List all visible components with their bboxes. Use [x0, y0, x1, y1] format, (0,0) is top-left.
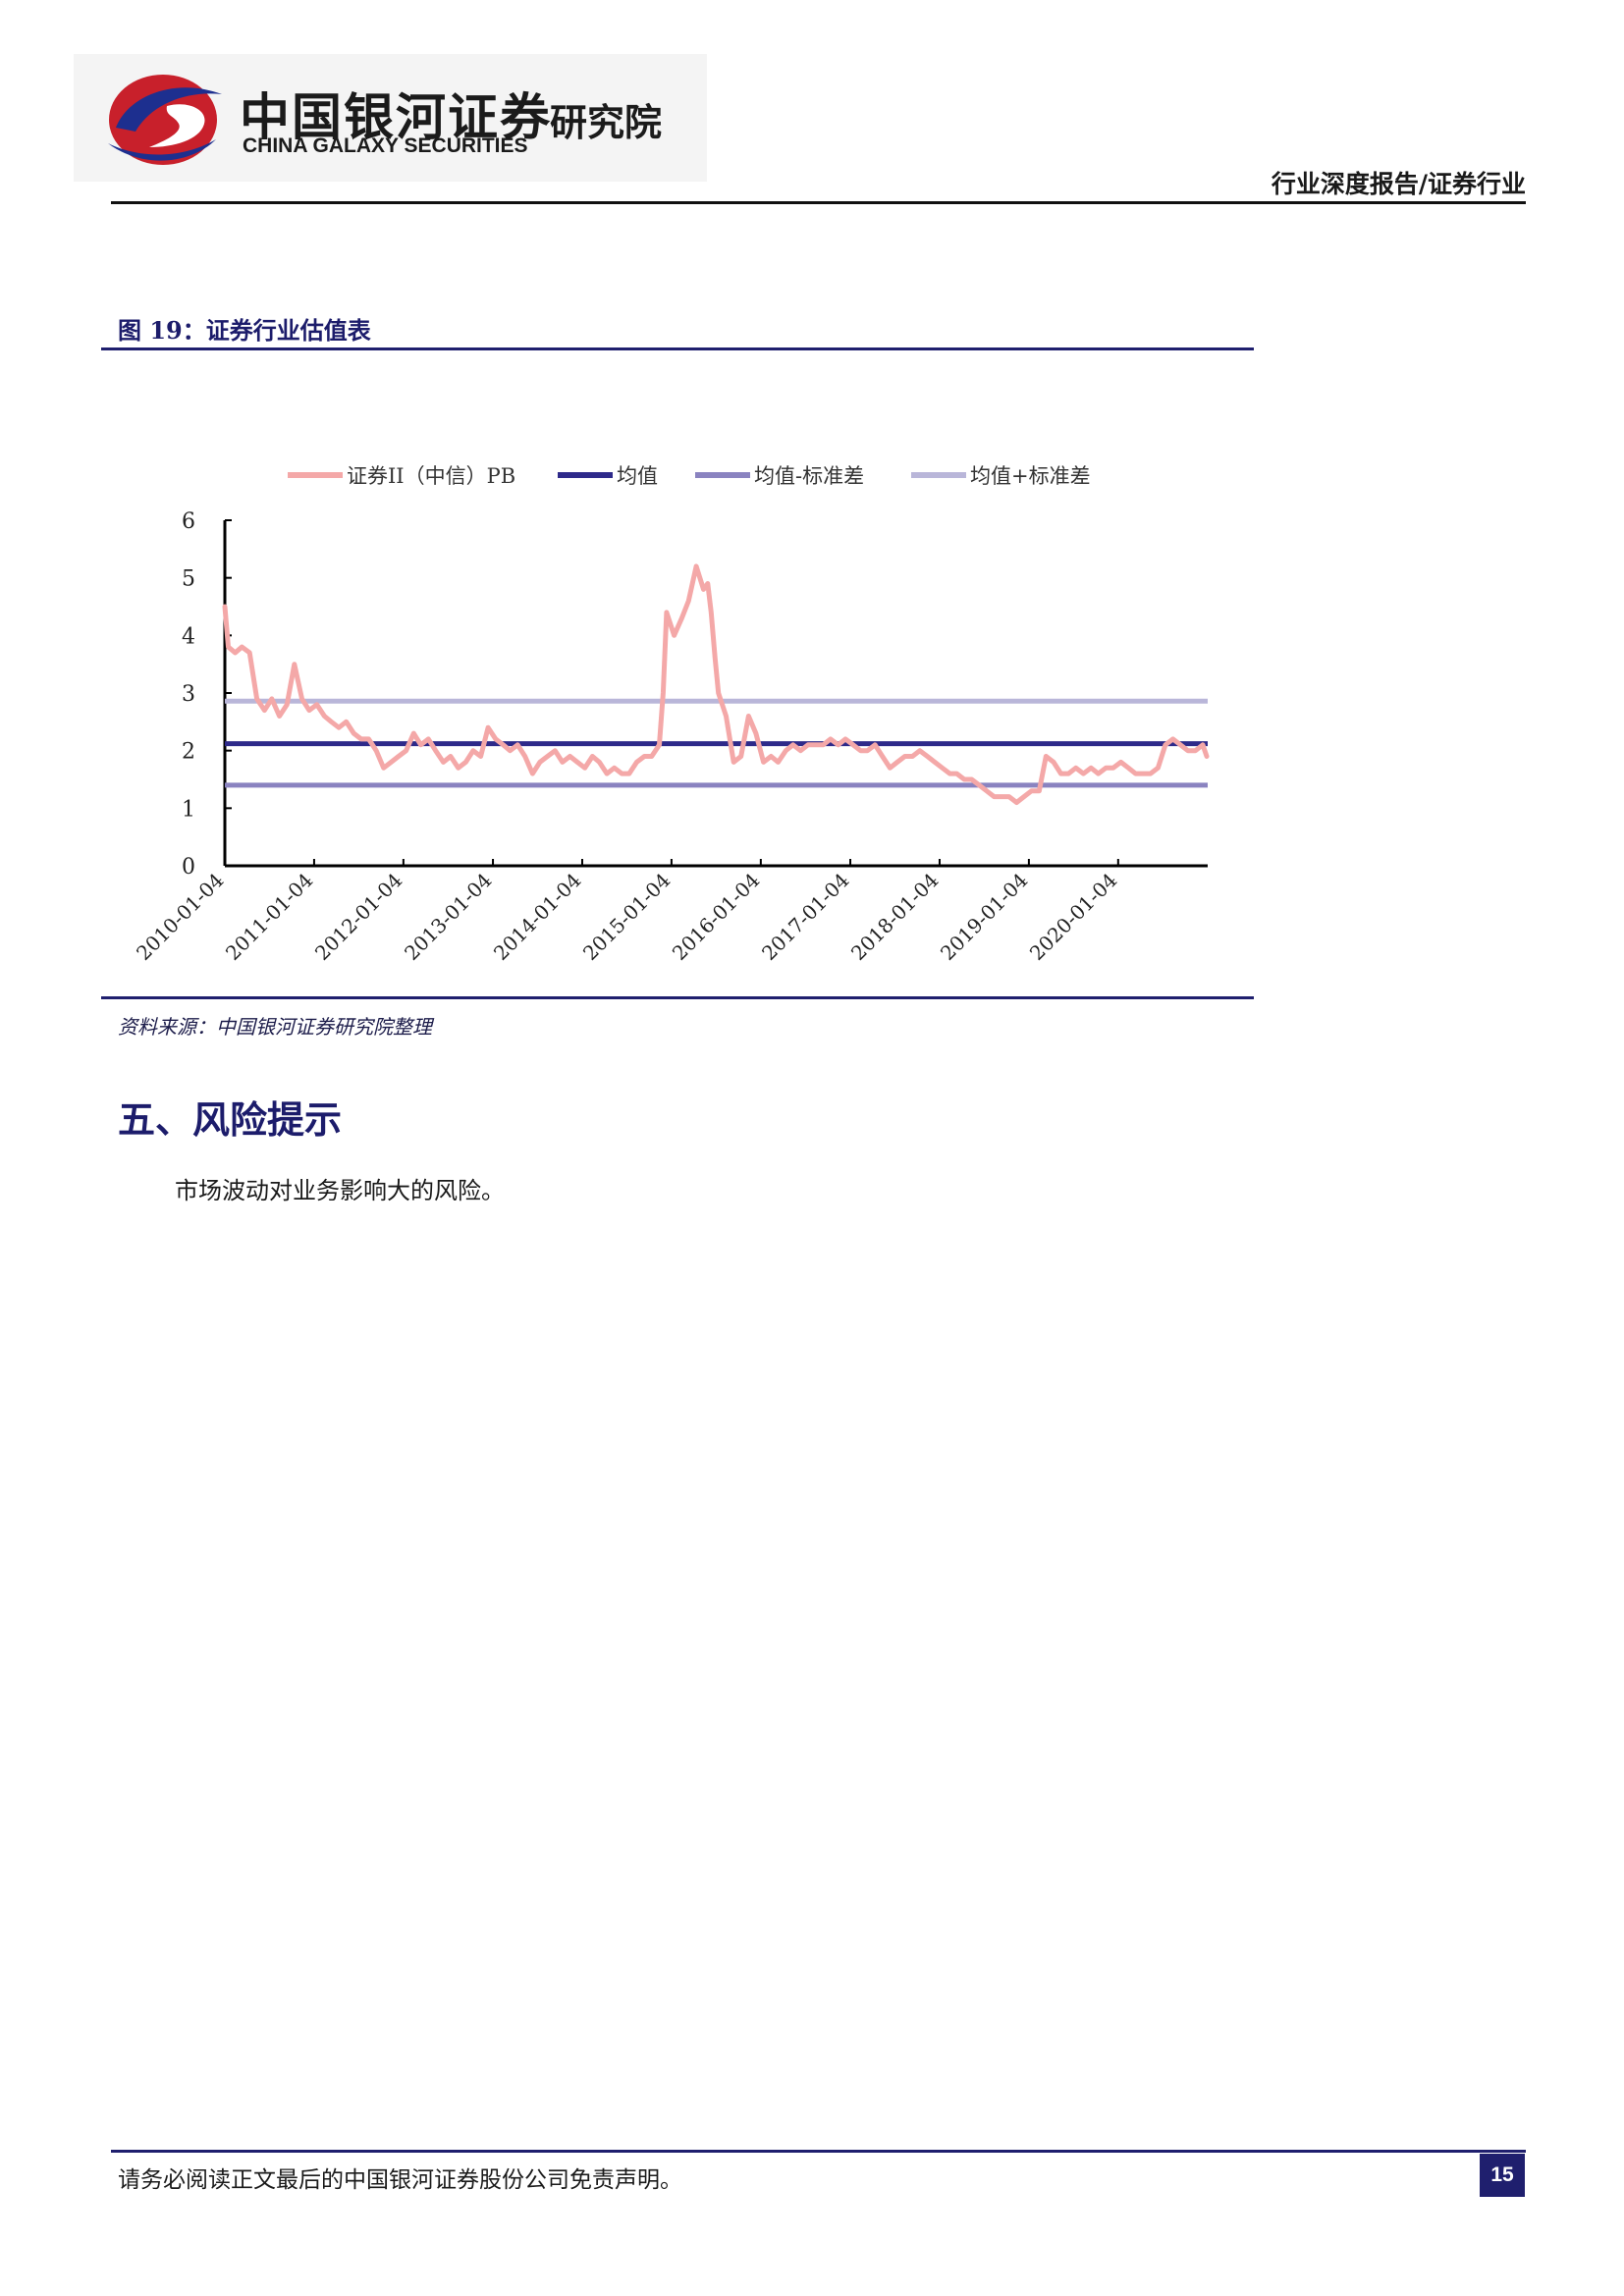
footer-divider — [111, 2150, 1526, 2153]
legend-label: 证券II（中信）PB — [347, 464, 515, 488]
x-tick-label: 2017-01-04 — [757, 869, 854, 966]
x-tick-label: 2013-01-04 — [400, 869, 497, 966]
y-tick-label: 1 — [182, 797, 195, 822]
y-tick-label: 0 — [182, 855, 195, 880]
y-axis: 0 1 2 3 4 5 6 — [182, 509, 232, 880]
x-tick-label: 2018-01-04 — [846, 869, 944, 966]
y-tick-label: 5 — [182, 567, 195, 592]
figure-top-rule — [101, 347, 1254, 350]
x-tick-label: 2016-01-04 — [668, 869, 765, 966]
x-tick-label: 2010-01-04 — [132, 869, 229, 966]
footer-disclaimer: 请务必阅读正文最后的中国银河证券股份公司免责声明。 — [118, 2161, 682, 2194]
x-axis: 2010-01-042011-01-042012-01-042013-01-04… — [132, 859, 1208, 965]
legend-label: 均值 — [617, 464, 658, 488]
header-divider — [111, 201, 1526, 204]
figure-source: 资料来源：中国银河证券研究院整理 — [118, 1011, 432, 1040]
y-tick-label: 6 — [182, 509, 195, 534]
x-tick-label: 2011-01-04 — [221, 869, 318, 966]
y-tick-label: 4 — [182, 624, 195, 649]
x-tick-label: 2012-01-04 — [310, 869, 407, 966]
x-tick-label: 2019-01-04 — [936, 869, 1033, 966]
galaxy-logo-icon — [106, 67, 226, 169]
pb-series-line — [225, 566, 1207, 803]
figure-bottom-rule — [101, 996, 1254, 999]
report-type: 行业深度报告/证券行业 — [1272, 165, 1526, 200]
figure-title: 图 19：证券行业估值表 — [118, 311, 371, 346]
page-number: 15 — [1480, 2154, 1525, 2197]
x-tick-label: 2015-01-04 — [578, 869, 676, 966]
chart-legend: 证券II（中信）PB 均值 均值-标准差 均值+标准差 — [288, 464, 1091, 488]
section-body-text: 市场波动对业务影响大的风险。 — [175, 1171, 505, 1205]
brand-name-en: CHINA GALAXY SECURITIES — [243, 134, 528, 158]
section-heading: 五、风险提示 — [118, 1090, 342, 1144]
x-tick-label: 2020-01-04 — [1025, 869, 1122, 966]
y-tick-label: 3 — [182, 682, 195, 707]
y-tick-label: 2 — [182, 740, 195, 765]
plot-area — [225, 566, 1208, 803]
x-tick-label: 2014-01-04 — [489, 869, 586, 966]
pb-valuation-chart: 证券II（中信）PB 均值 均值-标准差 均值+标准差 0 1 2 3 4 5 6 2010-01… — [101, 432, 1254, 982]
legend-label: 均值+标准差 — [970, 464, 1091, 488]
brand-department: 研究院 — [550, 92, 662, 146]
legend-label: 均值-标准差 — [754, 464, 864, 488]
